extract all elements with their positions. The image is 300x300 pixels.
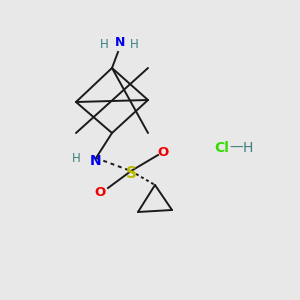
Text: N: N	[115, 37, 125, 50]
Text: H: H	[72, 152, 80, 164]
Text: H: H	[243, 141, 253, 155]
Text: O: O	[94, 185, 106, 199]
Text: N: N	[90, 154, 102, 168]
Text: —: —	[229, 141, 243, 155]
Text: O: O	[158, 146, 169, 158]
Text: S: S	[125, 166, 136, 181]
Text: Cl: Cl	[214, 141, 230, 155]
Text: H: H	[100, 38, 108, 52]
Text: H: H	[130, 38, 138, 52]
